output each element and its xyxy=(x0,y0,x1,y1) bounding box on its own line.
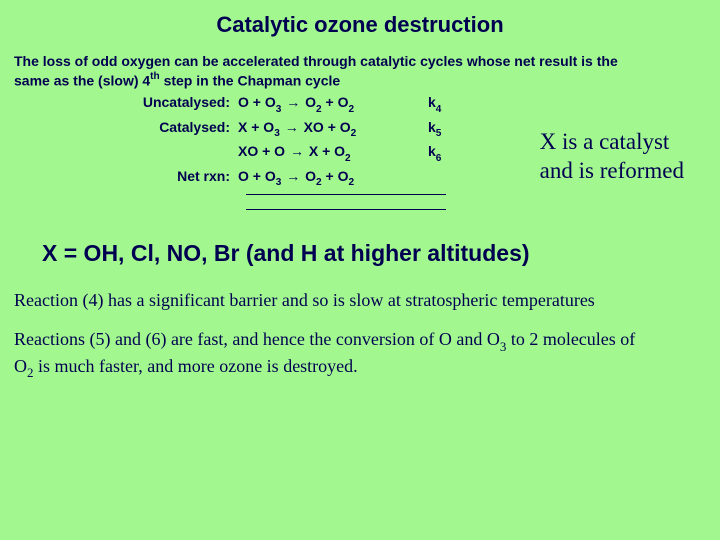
t: is much faster, and more ozone is destro… xyxy=(33,356,357,376)
t: X + O xyxy=(238,119,274,135)
intro-line2b: step in the Chapman cycle xyxy=(160,73,341,89)
t: to 2 molecules of xyxy=(506,329,635,349)
arrow-icon: → xyxy=(285,168,301,184)
paragraph-1: Reaction (4) has a significant barrier a… xyxy=(14,289,706,312)
s: 2 xyxy=(351,128,357,139)
s: 3 xyxy=(276,177,282,188)
t: + O xyxy=(322,168,349,184)
catalyst-note: X is a catalyst and is reformed xyxy=(540,128,684,186)
uncat-k: k4 xyxy=(428,92,468,116)
t: O + O xyxy=(238,168,276,184)
cat-note-1: X is a catalyst xyxy=(540,129,670,154)
cat-note-2: and is reformed xyxy=(540,158,684,183)
s: 2 xyxy=(316,104,322,115)
uncatalysed-row: Uncatalysed: O + O3 → O2 + O2 k4 xyxy=(124,92,706,116)
t: XO + O xyxy=(300,119,351,135)
cat2-eq: XO + O → X + O2 xyxy=(238,141,428,165)
cat1-k: k5 xyxy=(428,117,468,141)
s: 4 xyxy=(436,104,442,115)
cat2-k: k6 xyxy=(428,141,468,165)
net-label: Net rxn: xyxy=(124,166,238,188)
arrow-icon: → xyxy=(285,94,301,110)
arrow-icon: → xyxy=(284,119,300,135)
intro-line2a: same as the (slow) 4 xyxy=(14,73,150,89)
arrow-icon: → xyxy=(289,143,305,159)
uncat-label: Uncatalysed: xyxy=(124,92,238,114)
intro-line1: The loss of odd oxygen can be accelerate… xyxy=(14,53,618,69)
t: O xyxy=(14,356,27,376)
t: k xyxy=(428,143,436,159)
paragraph-2: Reactions (5) and (6) are fast, and henc… xyxy=(14,328,706,381)
s: 2 xyxy=(27,365,33,380)
t: X + O xyxy=(305,143,345,159)
t: O + O xyxy=(238,94,276,110)
s: 3 xyxy=(274,128,280,139)
net-eq: O + O3 → O2 + O2 xyxy=(238,166,428,190)
s: 2 xyxy=(348,177,354,188)
intro-text: The loss of odd oxygen can be accelerate… xyxy=(14,52,706,90)
uncat-eq: O + O3 → O2 + O2 xyxy=(238,92,428,116)
s: 2 xyxy=(345,153,351,164)
s: 2 xyxy=(316,177,322,188)
intro-sup: th xyxy=(150,71,160,82)
x-list: X = OH, Cl, NO, Br (and H at higher alti… xyxy=(42,240,706,267)
t: k xyxy=(428,119,436,135)
s: 5 xyxy=(436,128,442,139)
s: 3 xyxy=(500,339,506,354)
t: + O xyxy=(322,94,349,110)
t: k xyxy=(428,94,436,110)
divider-2 xyxy=(246,209,446,210)
s: 6 xyxy=(436,153,442,164)
t: O xyxy=(301,94,316,110)
slide-title: Catalytic ozone destruction xyxy=(14,12,706,38)
t: Reactions (5) and (6) are fast, and henc… xyxy=(14,329,500,349)
t: XO + O xyxy=(238,143,289,159)
s: 2 xyxy=(348,104,354,115)
cat-label: Catalysed: xyxy=(124,117,238,139)
slide: Catalytic ozone destruction The loss of … xyxy=(0,0,720,540)
cat1-eq: X + O3 → XO + O2 xyxy=(238,117,428,141)
divider-1 xyxy=(246,194,446,195)
t: O xyxy=(301,168,316,184)
s: 3 xyxy=(276,104,282,115)
